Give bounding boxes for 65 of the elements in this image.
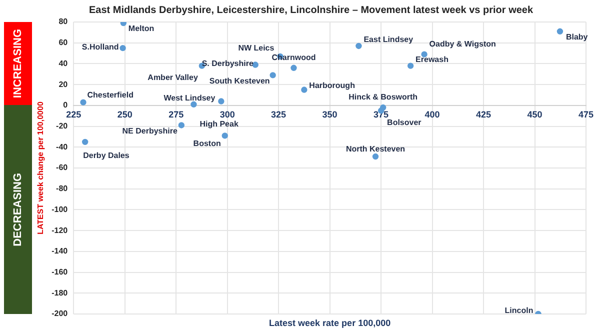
y-tick-label: 20 xyxy=(58,80,68,89)
side-panel: DECREASING xyxy=(4,105,32,314)
y-tick-label: -40 xyxy=(56,142,68,152)
data-label: Bolsover xyxy=(387,118,422,127)
point xyxy=(290,64,297,71)
y-tick-label: -140 xyxy=(52,246,68,256)
point xyxy=(270,72,276,78)
point xyxy=(356,42,362,50)
y-tick-label: -200 xyxy=(52,309,68,318)
y-tick-label: -120 xyxy=(52,226,68,235)
y-tick-label: -20 xyxy=(56,121,68,130)
y-tick-label: 80 xyxy=(58,17,68,26)
point xyxy=(120,44,126,52)
x-tick-label: 225 xyxy=(66,109,82,120)
x-axis-title: Latest week rate per 100,000 xyxy=(269,318,391,328)
point xyxy=(372,153,379,160)
data-label: South Kesteven xyxy=(209,76,270,86)
point xyxy=(301,86,308,93)
data-label: S. Derbyshire xyxy=(202,58,254,68)
data-label: Lincoln xyxy=(504,306,534,316)
y-tick-label: -60 xyxy=(56,163,68,172)
data-label: Blaby xyxy=(566,32,588,42)
data-label: S.Holland xyxy=(82,42,119,52)
y-tick-label: -80 xyxy=(56,184,68,194)
x-tick-label: 275 xyxy=(168,109,184,120)
point xyxy=(178,122,185,128)
x-tick-label: 475 xyxy=(578,109,594,120)
y-tick-label: 60 xyxy=(58,38,68,48)
y-tick-label: -100 xyxy=(52,204,68,214)
x-tick-label: 350 xyxy=(322,109,338,120)
data-label: Charnwood xyxy=(272,53,316,62)
x-tick-label: 325 xyxy=(271,109,286,120)
x-tick-label: 400 xyxy=(424,109,440,120)
data-label: East Lindsey xyxy=(364,35,414,44)
side-panel: INCREASING xyxy=(4,22,32,106)
data-label: Hinck & Bosworth xyxy=(348,92,418,102)
point xyxy=(407,62,414,69)
y-tick-label: 0 xyxy=(63,100,68,110)
point xyxy=(80,99,86,106)
x-tick-label: 250 xyxy=(117,109,132,120)
y-tick-label: -160 xyxy=(52,267,68,276)
x-tick-label: 425 xyxy=(476,109,492,120)
data-label: West Lindsey xyxy=(164,93,216,102)
data-label: High Peak xyxy=(200,120,239,129)
data-label: Amber Valley xyxy=(148,73,198,82)
x-tick-label: 300 xyxy=(220,109,235,120)
y-axis-title: LATEST week change per 100,0000 xyxy=(36,101,46,234)
data-label: Erewash xyxy=(416,55,449,64)
data-label: North Kesteven xyxy=(346,144,406,154)
point xyxy=(218,98,224,104)
x-tick-label: 450 xyxy=(527,109,542,120)
chart-title: East Midlands Derbyshire, Leicestershire, Lincolnshire – Movement latest week vs prior week xyxy=(88,4,534,16)
data-label: NE Derbyshire xyxy=(122,126,178,136)
data-label: Boston xyxy=(193,138,221,148)
y-tick-label: 40 xyxy=(58,58,68,68)
data-label: Melton xyxy=(128,24,154,34)
point xyxy=(222,132,228,139)
data-label: NW Leics xyxy=(238,44,275,53)
point xyxy=(556,28,564,34)
data-label: Derby Dales xyxy=(83,151,130,160)
data-label: Chesterfield xyxy=(87,90,134,100)
y-tick-label: -180 xyxy=(52,288,68,298)
point xyxy=(82,138,88,146)
data-label: Oadby & Wigston xyxy=(429,40,496,49)
data-label: Harborough xyxy=(309,80,356,90)
